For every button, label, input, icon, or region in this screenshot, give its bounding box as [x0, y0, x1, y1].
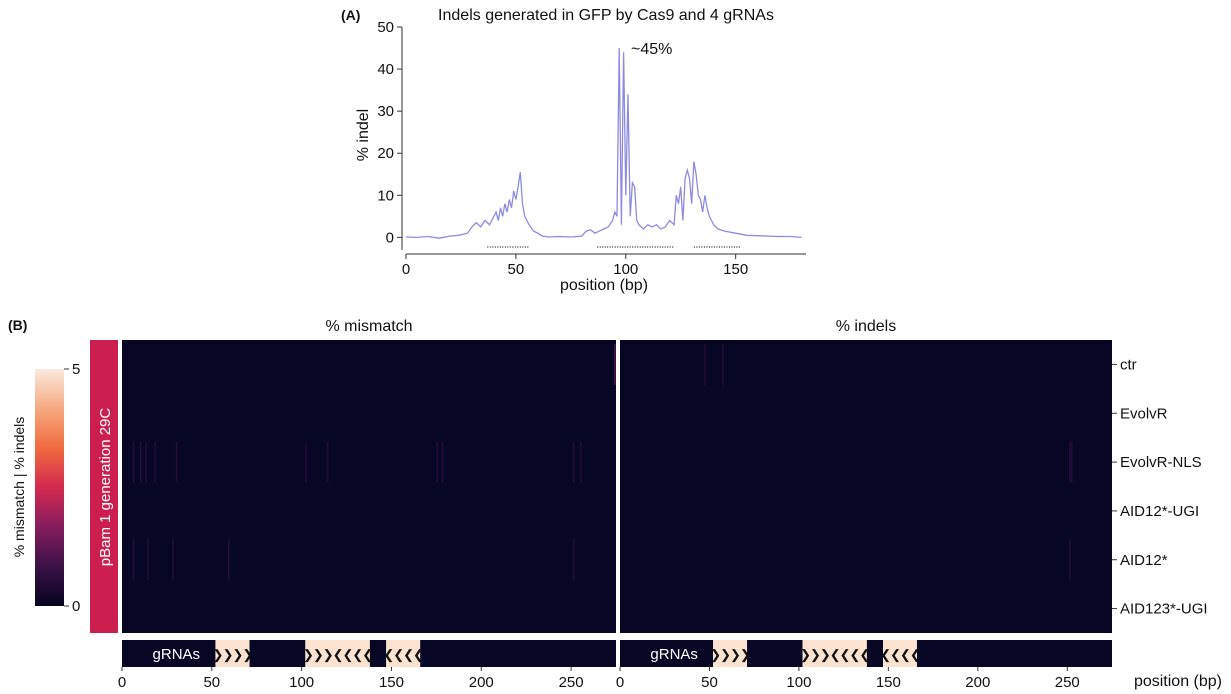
heatmap-hotspot-cell: [704, 344, 706, 385]
grna-block: [882, 640, 917, 667]
heatmap-hotspot-cell: [227, 539, 230, 581]
heatmap-hotspot-cell: [441, 441, 444, 483]
panel-a-title: Indels generated in GFP by Cas9 and 4 gR…: [438, 7, 774, 24]
panel-b-x-tick-label: 200: [469, 674, 494, 691]
panel-b-x-tick-label: 150: [876, 674, 901, 691]
grna-block: [386, 640, 421, 667]
panel-a-letter: (A): [341, 7, 360, 23]
colorbar-label: % mismatch | % indels: [11, 417, 27, 558]
panel-a-y-tick-label: 0: [386, 229, 394, 246]
row-label-4: AID12*-UGI: [1120, 503, 1199, 520]
panel-a-line-chart: 0 10 20 30 40 50 0 50 100 150: [377, 19, 806, 278]
panel-a-x-tick-label: 150: [723, 261, 748, 278]
colorbar-tick-label: 0: [72, 598, 80, 615]
grna-annotation-bars: gRNAs ❯❯❯❯ ❯❯❯❮❮❮❮ ❮❮❮❮ gRNAs ❯❯❯❯ ❯❯❯❮❮❮❮ ❮❮❮❮: [122, 640, 1112, 667]
panel-b-x-ticks: 0 50 100 150 200 250 0 50 100 150 200 250: [118, 667, 1080, 691]
heatmap-hotspot-cell: [572, 539, 575, 581]
colorbar-tick-label: 5: [72, 361, 80, 378]
panel-b-x-tick-label: 250: [1055, 674, 1080, 691]
panel-a-y-tick-label: 50: [377, 19, 394, 36]
panel-b-x-tick-label: 0: [118, 674, 126, 691]
panel-a-y-tick-label: 30: [377, 103, 394, 120]
heatmap-hotspot-cell: [580, 441, 582, 483]
row-label-6: AID123*-UGI: [1120, 601, 1208, 618]
heatmap-hotspot-cell: [145, 441, 147, 483]
panel-a-y-tick-label: 10: [377, 187, 394, 204]
panel-a-y-axis-label: % indel: [355, 109, 372, 161]
heatmap-hotspot-cell: [1069, 441, 1071, 483]
heatmap-indels: [620, 340, 1112, 633]
panel-b-x-tick-label: 50: [203, 674, 220, 691]
row-label-1: ctr: [1120, 356, 1137, 373]
heatmap-hotspot-cell: [147, 539, 149, 581]
condition-side-label: pBam 1 generation 29C: [97, 408, 114, 567]
panel-b-x-tick-label: 250: [559, 674, 584, 691]
row-label-5: AID12*: [1120, 552, 1168, 569]
panel-a-peak-annotation: ~45%: [631, 41, 672, 58]
panel-b-x-tick-label: 200: [965, 674, 990, 691]
panel-a-series-line: [405, 47, 802, 239]
panel-a-y-tick-label: 20: [377, 145, 394, 162]
panel-b-x-tick-label: 100: [289, 674, 314, 691]
heatmap-hotspot-cell: [139, 441, 142, 483]
grna-direction-arrows: ❯❯❯❮❮❮❮: [303, 647, 372, 663]
grna-block: [215, 640, 250, 667]
heatmap-hotspot-cell: [1069, 539, 1071, 581]
panel-a-x-tick-label: 100: [613, 261, 638, 278]
grna-direction-arrows: ❮❮❮❮: [383, 647, 423, 663]
panel-b-x-tick-label: 100: [786, 674, 811, 691]
heatmap-hotspot-cell: [154, 441, 156, 483]
panel-b-x-tick-label: 0: [616, 674, 624, 691]
heatmap-hotspot-cell: [305, 441, 307, 483]
annotation-bar-grna-label: gRNAs: [153, 646, 201, 663]
row-label-3: EvolvR-NLS: [1120, 454, 1202, 471]
heatmap-mismatch: [122, 340, 616, 633]
panel-b-x-tick-label: 150: [379, 674, 404, 691]
heatmap-hotspot-cell: [1070, 441, 1073, 483]
panel-a-y-tick-label: 40: [377, 61, 394, 78]
heatmap-background: [122, 340, 616, 633]
heatmap-hotspot-cell: [326, 441, 329, 483]
grna-direction-arrows: ❯❯❯❮❮❮❮: [800, 647, 869, 663]
panel-a-x-axis-label: position (bp): [560, 277, 648, 294]
grna-direction-arrows: ❯❯❯❯: [213, 647, 253, 663]
panel-b-x-axis-label: position (bp): [1134, 673, 1222, 690]
heatmap-indels-title: % indels: [836, 318, 896, 335]
heatmap-hotspot-cell: [436, 441, 438, 483]
heatmap-hotspot-cell: [614, 344, 616, 385]
panel-a-x-tick-label: 50: [508, 261, 525, 278]
grna-direction-arrows: ❮❮❮❮: [880, 647, 920, 663]
heatmap-hotspot-cell: [572, 441, 575, 483]
annotation-bar-grna-label: gRNAs: [650, 646, 698, 663]
heatmap-hotspot-cell: [175, 441, 178, 483]
heatmap-hotspot-cell: [132, 539, 135, 581]
condition-side-band: [90, 340, 118, 633]
heatmap-row-labels: ctr EvolvR EvolvR-NLS AID12*-UGI AID12* AID12…: [1112, 356, 1208, 618]
heatmap-background: [620, 340, 1112, 633]
heatmap-hotspot-cell: [172, 539, 174, 581]
panel-b-x-tick-label: 50: [701, 674, 718, 691]
colorbar-ticks: 05: [64, 361, 80, 615]
grna-direction-arrows: ❯❯❯❯: [710, 647, 750, 663]
panel-a-x-tick-label: 0: [402, 261, 410, 278]
heatmap-hotspot-cell: [132, 441, 135, 483]
row-label-2: EvolvR: [1120, 405, 1168, 422]
panel-b-letter: (B): [8, 317, 27, 333]
grna-block: [713, 640, 748, 667]
grna-block: [305, 640, 370, 667]
grna-block: [802, 640, 867, 667]
heatmap-hotspot-cell: [721, 344, 724, 385]
heatmap-mismatch-title: % mismatch: [325, 318, 412, 335]
colorbar: [35, 369, 64, 606]
